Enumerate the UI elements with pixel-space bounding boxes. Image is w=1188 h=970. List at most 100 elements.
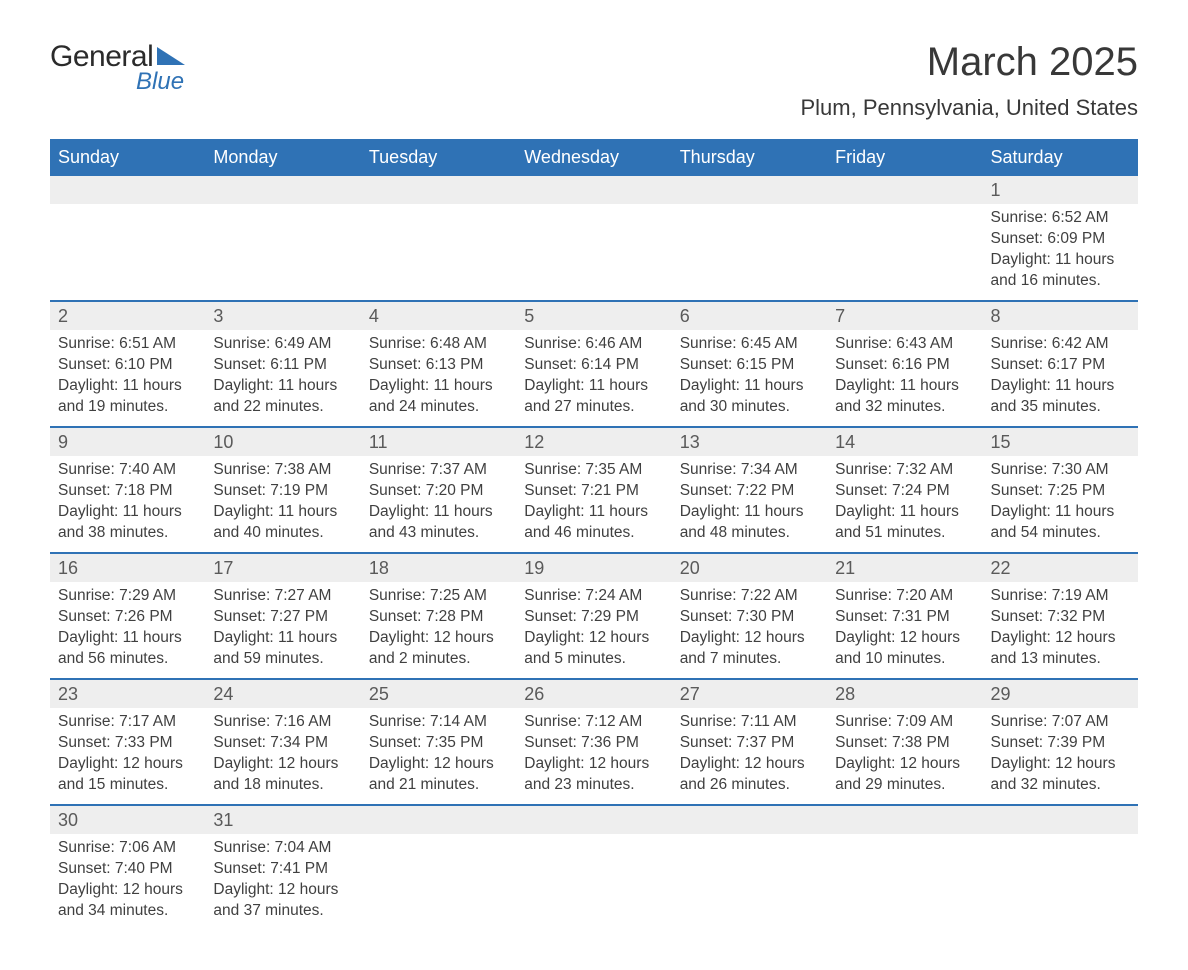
sunrise-text: Sunrise: 7:37 AM [369, 460, 508, 481]
sunset-text: Sunset: 7:35 PM [369, 733, 508, 754]
day-detail-cell: Sunrise: 7:04 AMSunset: 7:41 PMDaylight:… [205, 834, 360, 930]
day-detail-cell: Sunrise: 6:45 AMSunset: 6:15 PMDaylight:… [672, 330, 827, 427]
daylight-text-line1: Daylight: 12 hours [369, 754, 508, 775]
daylight-text-line2: and 24 minutes. [369, 397, 508, 418]
day-detail-cell [516, 834, 671, 930]
sunset-text: Sunset: 7:40 PM [58, 859, 197, 880]
daylight-text-line1: Daylight: 12 hours [58, 880, 197, 901]
daylight-text-line2: and 21 minutes. [369, 775, 508, 796]
sunset-text: Sunset: 7:31 PM [835, 607, 974, 628]
sunset-text: Sunset: 7:34 PM [213, 733, 352, 754]
day-detail-cell [205, 204, 360, 301]
sunrise-text: Sunrise: 7:22 AM [680, 586, 819, 607]
day-number-cell: 2 [50, 301, 205, 330]
day-number-cell: 6 [672, 301, 827, 330]
day-number-row: 3031 [50, 805, 1138, 834]
sunset-text: Sunset: 7:21 PM [524, 481, 663, 502]
daylight-text-line2: and 54 minutes. [991, 523, 1130, 544]
sunrise-text: Sunrise: 7:30 AM [991, 460, 1130, 481]
sunset-text: Sunset: 6:15 PM [680, 355, 819, 376]
day-detail-cell: Sunrise: 7:19 AMSunset: 7:32 PMDaylight:… [983, 582, 1138, 679]
day-number-cell: 11 [361, 427, 516, 456]
day-detail-cell: Sunrise: 7:34 AMSunset: 7:22 PMDaylight:… [672, 456, 827, 553]
daylight-text-line2: and 16 minutes. [991, 271, 1130, 292]
day-detail-cell [672, 204, 827, 301]
sunset-text: Sunset: 7:27 PM [213, 607, 352, 628]
daylight-text-line2: and 40 minutes. [213, 523, 352, 544]
day-number-cell: 22 [983, 553, 1138, 582]
sunset-text: Sunset: 7:29 PM [524, 607, 663, 628]
sunset-text: Sunset: 6:13 PM [369, 355, 508, 376]
location: Plum, Pennsylvania, United States [800, 95, 1138, 121]
day-number-cell: 20 [672, 553, 827, 582]
day-detail-cell: Sunrise: 7:35 AMSunset: 7:21 PMDaylight:… [516, 456, 671, 553]
daylight-text-line1: Daylight: 11 hours [213, 628, 352, 649]
day-number-row: 23242526272829 [50, 679, 1138, 708]
daylight-text-line2: and 27 minutes. [524, 397, 663, 418]
day-number-cell [827, 176, 982, 204]
sunset-text: Sunset: 7:20 PM [369, 481, 508, 502]
sunrise-text: Sunrise: 7:04 AM [213, 838, 352, 859]
daylight-text-line2: and 59 minutes. [213, 649, 352, 670]
day-detail-cell: Sunrise: 7:38 AMSunset: 7:19 PMDaylight:… [205, 456, 360, 553]
day-number-cell: 23 [50, 679, 205, 708]
day-number-cell: 30 [50, 805, 205, 834]
daylight-text-line1: Daylight: 11 hours [835, 376, 974, 397]
weekday-header-row: Sunday Monday Tuesday Wednesday Thursday… [50, 139, 1138, 176]
day-detail-cell: Sunrise: 6:43 AMSunset: 6:16 PMDaylight:… [827, 330, 982, 427]
day-number-row: 9101112131415 [50, 427, 1138, 456]
daylight-text-line1: Daylight: 12 hours [524, 754, 663, 775]
sunset-text: Sunset: 6:09 PM [991, 229, 1130, 250]
daylight-text-line1: Daylight: 11 hours [680, 502, 819, 523]
day-detail-row: Sunrise: 6:52 AMSunset: 6:09 PMDaylight:… [50, 204, 1138, 301]
daylight-text-line1: Daylight: 11 hours [369, 376, 508, 397]
sunrise-text: Sunrise: 7:35 AM [524, 460, 663, 481]
day-number-cell: 12 [516, 427, 671, 456]
daylight-text-line2: and 48 minutes. [680, 523, 819, 544]
day-detail-cell: Sunrise: 6:46 AMSunset: 6:14 PMDaylight:… [516, 330, 671, 427]
day-detail-cell [827, 204, 982, 301]
day-number-cell [983, 805, 1138, 834]
day-number-cell: 16 [50, 553, 205, 582]
day-number-row: 16171819202122 [50, 553, 1138, 582]
weekday-header: Thursday [672, 139, 827, 176]
sunrise-text: Sunrise: 7:19 AM [991, 586, 1130, 607]
sunrise-text: Sunrise: 7:14 AM [369, 712, 508, 733]
day-number-cell: 25 [361, 679, 516, 708]
sunset-text: Sunset: 6:10 PM [58, 355, 197, 376]
day-number-row: 1 [50, 176, 1138, 204]
sunset-text: Sunset: 7:33 PM [58, 733, 197, 754]
sunrise-text: Sunrise: 7:20 AM [835, 586, 974, 607]
sunrise-text: Sunrise: 6:42 AM [991, 334, 1130, 355]
day-number-cell: 10 [205, 427, 360, 456]
sunrise-text: Sunrise: 7:32 AM [835, 460, 974, 481]
daylight-text-line1: Daylight: 12 hours [680, 628, 819, 649]
daylight-text-line1: Daylight: 12 hours [213, 754, 352, 775]
sunset-text: Sunset: 7:28 PM [369, 607, 508, 628]
day-detail-cell: Sunrise: 6:48 AMSunset: 6:13 PMDaylight:… [361, 330, 516, 427]
daylight-text-line2: and 18 minutes. [213, 775, 352, 796]
sunrise-text: Sunrise: 7:16 AM [213, 712, 352, 733]
daylight-text-line2: and 13 minutes. [991, 649, 1130, 670]
day-detail-cell: Sunrise: 7:16 AMSunset: 7:34 PMDaylight:… [205, 708, 360, 805]
day-detail-cell: Sunrise: 7:12 AMSunset: 7:36 PMDaylight:… [516, 708, 671, 805]
day-detail-cell [983, 834, 1138, 930]
day-detail-cell: Sunrise: 6:51 AMSunset: 6:10 PMDaylight:… [50, 330, 205, 427]
daylight-text-line2: and 46 minutes. [524, 523, 663, 544]
title-block: March 2025 Plum, Pennsylvania, United St… [800, 40, 1138, 121]
weekday-header: Wednesday [516, 139, 671, 176]
sunset-text: Sunset: 7:36 PM [524, 733, 663, 754]
day-number-cell: 27 [672, 679, 827, 708]
sunrise-text: Sunrise: 7:34 AM [680, 460, 819, 481]
day-detail-cell: Sunrise: 7:37 AMSunset: 7:20 PMDaylight:… [361, 456, 516, 553]
daylight-text-line1: Daylight: 11 hours [213, 502, 352, 523]
day-number-cell: 26 [516, 679, 671, 708]
logo-triangle-icon [157, 47, 185, 65]
day-number-cell: 28 [827, 679, 982, 708]
sunset-text: Sunset: 7:39 PM [991, 733, 1130, 754]
daylight-text-line1: Daylight: 11 hours [213, 376, 352, 397]
sunset-text: Sunset: 7:30 PM [680, 607, 819, 628]
daylight-text-line1: Daylight: 11 hours [991, 376, 1130, 397]
day-number-cell: 19 [516, 553, 671, 582]
day-number-cell: 5 [516, 301, 671, 330]
